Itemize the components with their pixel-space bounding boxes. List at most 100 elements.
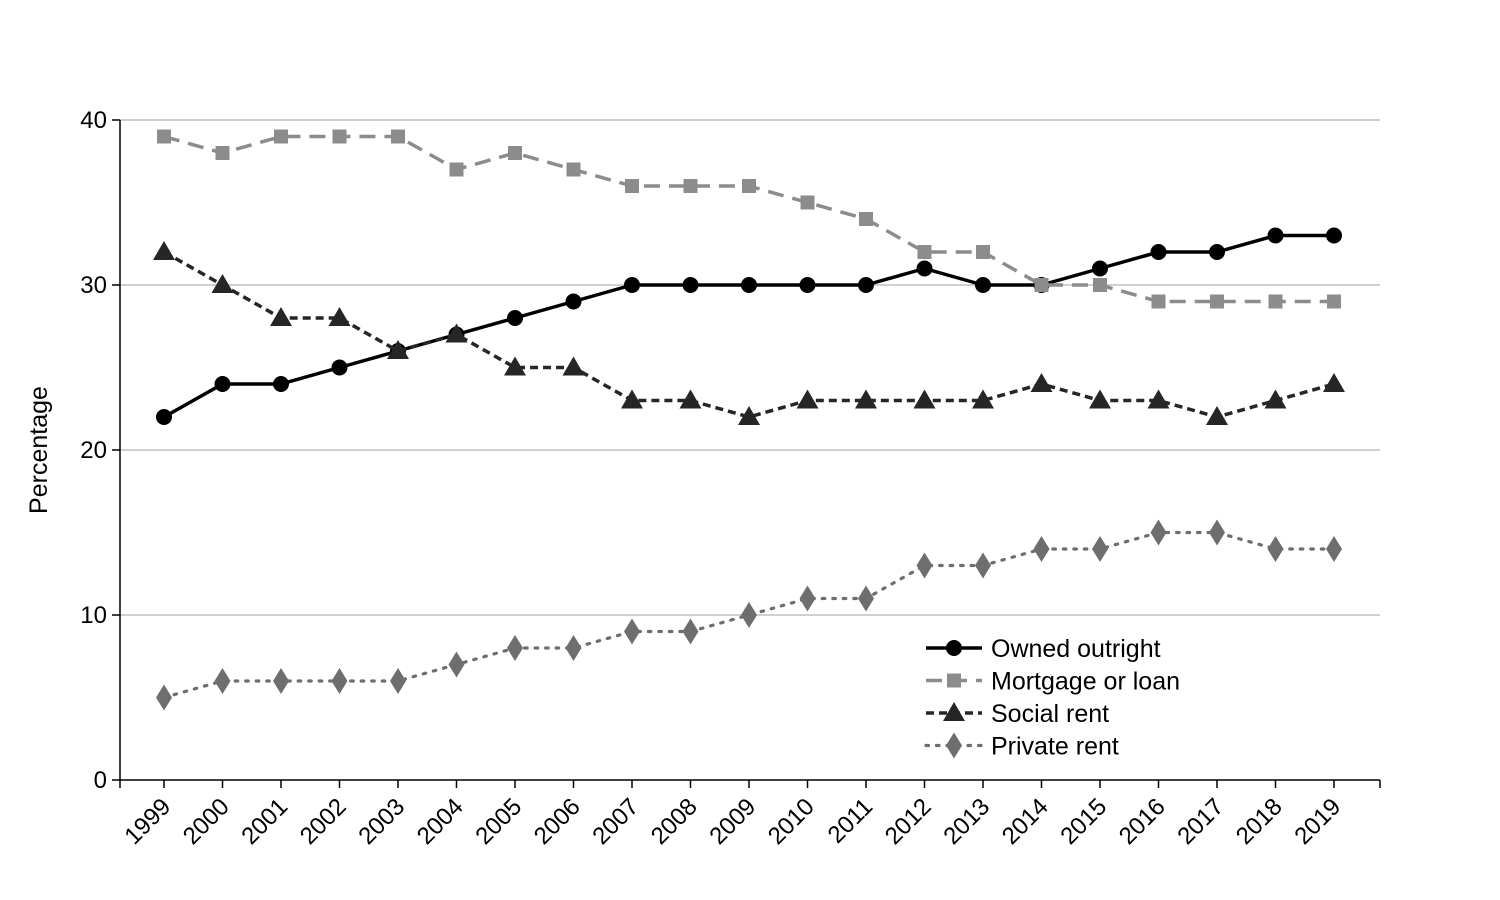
x-tick-label: 2012	[880, 793, 937, 850]
y-tick-label: 40	[80, 107, 107, 134]
legend-marker	[943, 702, 965, 721]
data-point	[1326, 227, 1342, 244]
data-point	[975, 552, 991, 579]
data-point	[855, 389, 877, 409]
data-point	[1326, 536, 1342, 562]
data-point	[799, 585, 816, 612]
series-line	[163, 134, 1334, 304]
x-tick-label: 2007	[587, 793, 644, 850]
data-point	[741, 277, 757, 293]
data-point	[917, 245, 932, 259]
y-tick-label: 30	[80, 272, 107, 299]
data-point	[214, 668, 231, 694]
data-point	[741, 602, 757, 628]
data-point	[1206, 406, 1228, 425]
data-point	[1209, 519, 1225, 546]
data-point	[916, 260, 933, 277]
data-point	[331, 668, 348, 694]
x-tick-label: 2016	[1114, 793, 1171, 850]
legend-item: Social rent	[926, 700, 1109, 728]
data-point	[507, 310, 523, 326]
data-point	[625, 179, 639, 193]
data-point	[858, 585, 874, 612]
data-point	[332, 129, 347, 144]
data-point	[211, 274, 234, 293]
data-point	[975, 277, 991, 293]
data-point	[1093, 278, 1107, 292]
data-point	[214, 376, 231, 392]
x-tick-label: 2017	[1172, 793, 1229, 850]
legend-item: Mortgage or loan	[926, 668, 1180, 696]
data-point	[738, 406, 760, 425]
series-line	[163, 250, 1335, 419]
x-tick-label: 2013	[938, 793, 995, 850]
legend-item: Private rent	[924, 732, 1119, 761]
data-point	[621, 389, 643, 409]
data-point	[1034, 278, 1049, 292]
legend-item: Owned outright	[926, 635, 1161, 663]
data-point	[1092, 260, 1108, 277]
y-axis-title: Percentage	[25, 386, 53, 514]
data-point	[565, 635, 582, 661]
data-point	[562, 356, 585, 376]
data-point	[274, 129, 288, 144]
data-point	[742, 179, 756, 193]
x-tick-label: 2004	[412, 793, 469, 850]
series-private-rent	[156, 519, 1342, 711]
legend-label: Private rent	[991, 733, 1119, 761]
data-point	[916, 552, 933, 579]
data-point	[679, 389, 702, 409]
series-owned-outright	[156, 227, 1342, 425]
x-tick-label: 2009	[704, 793, 761, 850]
data-point	[445, 323, 468, 343]
data-point	[565, 293, 582, 310]
data-point	[1089, 389, 1111, 409]
y-tick-label: 20	[80, 437, 107, 464]
gridlines	[120, 119, 1380, 616]
data-point	[858, 277, 874, 293]
data-point	[156, 684, 172, 711]
legend-marker	[946, 732, 962, 759]
x-tick-label: 1999	[119, 793, 176, 850]
x-tick-label: 2010	[763, 793, 820, 850]
data-point	[390, 668, 406, 694]
data-point	[448, 651, 465, 678]
data-point	[682, 277, 699, 293]
data-point	[1150, 519, 1167, 546]
data-point	[913, 389, 936, 409]
x-tick-label: 2008	[646, 793, 703, 850]
data-point	[156, 409, 172, 425]
series	[153, 129, 1345, 711]
legend-marker	[946, 640, 962, 656]
x-tick-label: 2011	[823, 793, 879, 849]
data-point	[270, 307, 292, 326]
x-tick-label: 2002	[295, 793, 352, 850]
data-point	[796, 389, 819, 409]
legend-label: Owned outright	[991, 635, 1161, 663]
data-point	[1030, 373, 1053, 392]
data-point	[1147, 389, 1170, 409]
data-point	[449, 162, 464, 177]
legend-label: Mortgage or loan	[991, 668, 1180, 696]
data-point	[682, 618, 699, 645]
series-social-rent	[153, 241, 1345, 425]
data-point	[1092, 536, 1108, 562]
data-point	[1209, 244, 1225, 260]
data-point	[1150, 244, 1167, 260]
data-point	[1264, 389, 1287, 409]
data-point	[799, 277, 816, 293]
x-tick-label: 2019	[1289, 793, 1346, 850]
data-point	[624, 618, 640, 645]
data-point	[273, 668, 289, 694]
data-point	[624, 277, 640, 293]
data-point	[972, 389, 994, 409]
data-point	[1268, 294, 1283, 309]
y-tick-label: 10	[80, 602, 107, 629]
x-tick-label: 2000	[178, 793, 235, 850]
data-point	[508, 146, 522, 160]
x-tick-label: 2001	[236, 793, 293, 850]
data-point	[1210, 294, 1224, 309]
data-point	[1323, 373, 1345, 392]
